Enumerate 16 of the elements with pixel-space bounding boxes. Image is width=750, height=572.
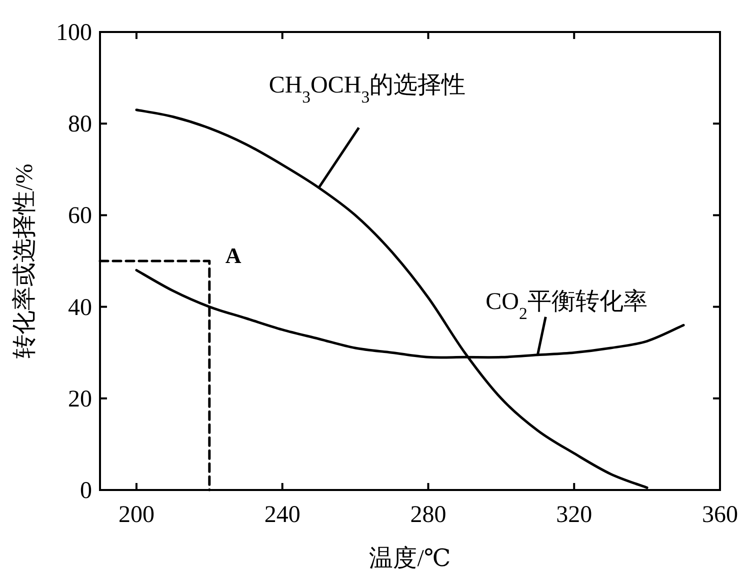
y-tick-label: 20 [68,386,92,412]
y-axis-title: 转化率或选择性/% [11,164,38,358]
series-label: CO$_{2}$平衡转化率 [486,288,648,322]
annotation: A [225,243,242,268]
x-tick-label: 360 [702,502,738,528]
x-axis-title: 温度/℃ [369,545,451,572]
x-tick-label: 320 [556,502,592,528]
x-tick-label: 200 [118,502,154,528]
x-tick-label: 240 [264,502,300,528]
x-tick-label: 280 [410,502,446,528]
y-tick-label: 0 [80,478,92,504]
y-tick-label: 40 [68,294,92,321]
y-tick-label: 100 [56,20,92,46]
series-label: CH$_{3}$OCH$_{3}$的选择性 [268,72,466,106]
y-tick-label: 80 [68,112,92,138]
y-tick-label: 60 [68,203,92,230]
